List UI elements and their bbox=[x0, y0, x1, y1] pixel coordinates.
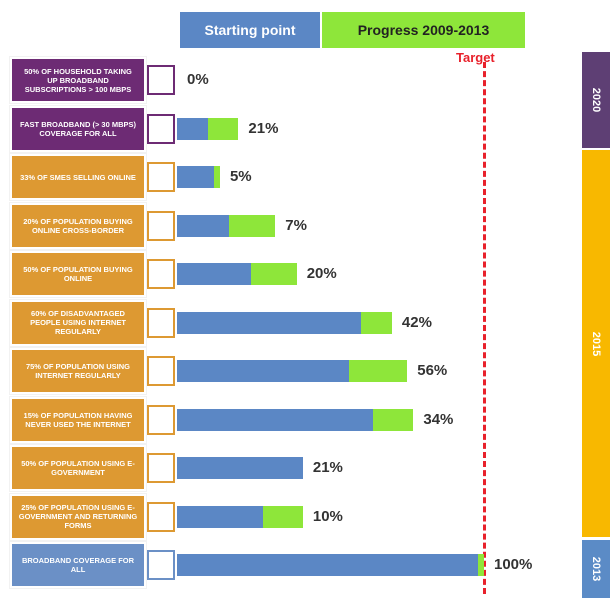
row-icon bbox=[147, 501, 175, 532]
category-box: 25% OF POPULATION USING E-GOVERNMENT AND… bbox=[9, 492, 147, 541]
row-icon bbox=[147, 453, 175, 483]
row-label: 0% bbox=[187, 71, 209, 88]
bar-segment bbox=[207, 117, 239, 140]
period-band: 2015 bbox=[582, 150, 610, 537]
bar-segment bbox=[361, 311, 392, 334]
row-icon bbox=[147, 356, 175, 386]
category-box: FAST BROADBAND (> 30 MBPS) COVERAGE FOR … bbox=[9, 104, 147, 153]
bar-segment bbox=[177, 166, 214, 188]
bar-segment bbox=[213, 166, 220, 188]
row-label: 5% bbox=[229, 168, 252, 185]
bar-segment bbox=[177, 263, 251, 285]
period-band: 2020 bbox=[582, 52, 610, 148]
bar-segment bbox=[373, 408, 414, 431]
bar-segment bbox=[229, 214, 276, 237]
bar-segment bbox=[177, 117, 208, 140]
row-label: 56% bbox=[417, 362, 448, 379]
row-icon bbox=[147, 162, 175, 192]
bar-segment bbox=[177, 554, 478, 576]
category-box: 15% OF POPULATION HAVING NEVER USED THE … bbox=[9, 395, 147, 444]
row-icon bbox=[147, 307, 175, 338]
row-label: 34% bbox=[423, 410, 454, 428]
category-box: 20% OF POPULATION BUYING ONLINE CROSS-BO… bbox=[9, 201, 147, 250]
target-line bbox=[483, 62, 486, 594]
row-icon bbox=[147, 259, 175, 289]
row-label: 20% bbox=[306, 265, 337, 282]
row-label: 100% bbox=[494, 556, 533, 573]
row-label: 10% bbox=[312, 507, 343, 525]
bar-segment bbox=[348, 360, 408, 382]
period-label: 2013 bbox=[589, 556, 602, 582]
period-label: 2020 bbox=[589, 87, 602, 113]
period-label: 2015 bbox=[589, 331, 602, 356]
category-box: 50% OF POPULATION USING E-GOVERNMENT bbox=[9, 444, 147, 492]
row-icon bbox=[147, 404, 175, 435]
row-label: 21% bbox=[312, 459, 343, 476]
category-box: 50% OF HOUSEHOLD TAKING UP BROADBAND SUB… bbox=[9, 56, 147, 104]
legend-item: Progress 2009-2013 bbox=[322, 12, 525, 48]
bar-segment bbox=[177, 505, 263, 528]
bar-segment bbox=[177, 311, 362, 334]
bar-segment bbox=[177, 408, 374, 431]
bar-segment bbox=[250, 263, 297, 285]
bar-segment bbox=[177, 360, 349, 382]
category-box: 33% OF SMES SELLING ONLINE bbox=[9, 153, 147, 201]
category-box: 60% OF DISADVANTAGED PEOPLE USING INTERN… bbox=[9, 298, 147, 347]
legend-item: Starting point bbox=[180, 12, 320, 48]
category-box: 75% OF POPULATION USING INTERNET REGULAR… bbox=[9, 347, 147, 395]
period-band: 2013 bbox=[582, 540, 610, 598]
bar-segment bbox=[477, 554, 484, 576]
row-label: 21% bbox=[248, 119, 279, 137]
row-icon bbox=[147, 550, 175, 580]
bar-segment bbox=[262, 505, 303, 528]
bar-segment bbox=[177, 214, 230, 237]
row-label: 7% bbox=[285, 216, 307, 234]
row-label: 42% bbox=[401, 313, 432, 331]
bar-segment bbox=[177, 457, 303, 479]
row-icon bbox=[147, 65, 175, 95]
row-icon bbox=[147, 113, 175, 144]
category-box: BROADBAND COVERAGE FOR ALL bbox=[9, 541, 147, 589]
row-icon bbox=[147, 210, 175, 241]
target-label: Target bbox=[456, 50, 495, 65]
category-box: 50% OF POPULATION BUYING ONLINE bbox=[9, 250, 147, 298]
